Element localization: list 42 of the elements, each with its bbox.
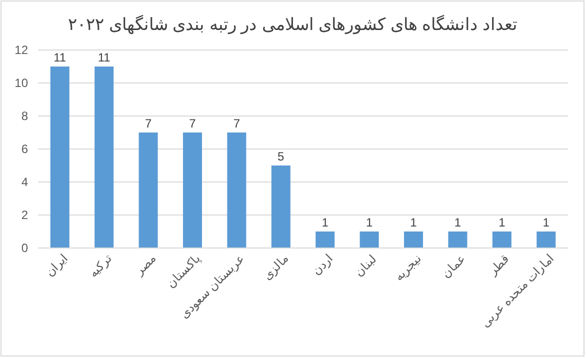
- y-tick-label: 0: [21, 240, 28, 255]
- data-label: 7: [144, 116, 152, 130]
- x-tick-label: ترکیه: [86, 252, 114, 280]
- data-label: 1: [366, 216, 373, 230]
- data-label: 11: [98, 50, 111, 64]
- x-tick-label: لبنان: [352, 252, 380, 280]
- x-tick-label: نیجریه: [392, 252, 424, 284]
- y-tick-label: 2: [21, 208, 28, 222]
- data-label: 1: [454, 216, 462, 230]
- data-label: 7: [233, 116, 240, 130]
- bar: [50, 66, 70, 248]
- y-tick-label: 4: [21, 174, 28, 189]
- bar: [227, 132, 246, 248]
- bar: [138, 132, 158, 248]
- data-label: 5: [278, 150, 285, 164]
- data-label: 11: [54, 50, 66, 64]
- bar: [404, 232, 424, 248]
- bar: [360, 232, 379, 248]
- bar: [182, 132, 202, 248]
- data-label: 7: [189, 116, 196, 130]
- data-label: 1: [542, 216, 550, 230]
- bar: [271, 166, 290, 248]
- x-tick-label: پاکستان: [164, 252, 203, 291]
- y-tick-label: 6: [21, 142, 28, 156]
- x-tick-label: مالزی: [260, 252, 292, 283]
- bar: [536, 232, 556, 248]
- x-tick-label: اردن: [309, 252, 336, 278]
- x-tick-label: قطر: [485, 252, 512, 279]
- x-tick-label: مصر: [132, 252, 158, 279]
- x-tick-label: عمان: [438, 252, 468, 281]
- bar: [316, 232, 335, 248]
- data-label: 1: [410, 216, 418, 230]
- y-tick-label: 10: [14, 76, 28, 90]
- bar: [94, 66, 114, 248]
- x-tick-label: ایران: [42, 252, 70, 280]
- data-label: 1: [498, 216, 506, 230]
- bar: [448, 232, 468, 248]
- bar: [492, 232, 512, 248]
- y-tick-label: 8: [21, 108, 28, 123]
- chart-title: تعداد دانشگاه های کشورهای اسلامی در رتبه بندی شانگهای ۲۰۲۲: [68, 14, 518, 35]
- data-label: 1: [322, 216, 329, 230]
- y-tick-label: 12: [14, 42, 28, 57]
